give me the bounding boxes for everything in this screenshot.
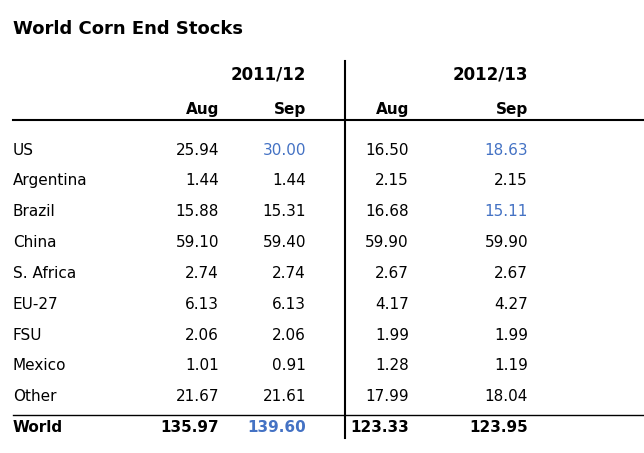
Text: 1.99: 1.99: [375, 328, 409, 342]
Text: 2.15: 2.15: [495, 173, 528, 188]
Text: 2.06: 2.06: [272, 328, 306, 342]
Text: 16.50: 16.50: [365, 143, 409, 158]
Text: 17.99: 17.99: [365, 389, 409, 404]
Text: 2.74: 2.74: [185, 266, 219, 281]
Text: 21.61: 21.61: [262, 389, 306, 404]
Text: 2.74: 2.74: [272, 266, 306, 281]
Text: 25.94: 25.94: [175, 143, 219, 158]
Text: 4.27: 4.27: [495, 297, 528, 312]
Text: 1.19: 1.19: [494, 358, 528, 373]
Text: 2012/13: 2012/13: [453, 66, 528, 84]
Text: Other: Other: [13, 389, 57, 404]
Text: 15.88: 15.88: [176, 204, 219, 219]
Text: Mexico: Mexico: [13, 358, 66, 373]
Text: 59.10: 59.10: [175, 235, 219, 250]
Text: 15.31: 15.31: [262, 204, 306, 219]
Text: 1.44: 1.44: [185, 173, 219, 188]
Text: 15.11: 15.11: [485, 204, 528, 219]
Text: 59.40: 59.40: [262, 235, 306, 250]
Text: 18.04: 18.04: [485, 389, 528, 404]
Text: 1.28: 1.28: [375, 358, 409, 373]
Text: Argentina: Argentina: [13, 173, 88, 188]
Text: 59.90: 59.90: [365, 235, 409, 250]
Text: 2.67: 2.67: [494, 266, 528, 281]
Text: China: China: [13, 235, 57, 250]
Text: Sep: Sep: [274, 102, 306, 117]
Text: 135.97: 135.97: [160, 420, 219, 435]
Text: 123.95: 123.95: [469, 420, 528, 435]
Text: 21.67: 21.67: [175, 389, 219, 404]
Text: World: World: [13, 420, 63, 435]
Text: US: US: [13, 143, 34, 158]
Text: 2.15: 2.15: [375, 173, 409, 188]
Text: 2.06: 2.06: [185, 328, 219, 342]
Text: S. Africa: S. Africa: [13, 266, 76, 281]
Text: Aug: Aug: [375, 102, 409, 117]
Text: EU-27: EU-27: [13, 297, 59, 312]
Text: 123.33: 123.33: [350, 420, 409, 435]
Text: 1.01: 1.01: [185, 358, 219, 373]
Text: FSU: FSU: [13, 328, 43, 342]
Text: Aug: Aug: [185, 102, 219, 117]
Text: 2011/12: 2011/12: [231, 66, 306, 84]
Text: 1.99: 1.99: [494, 328, 528, 342]
Text: 6.13: 6.13: [272, 297, 306, 312]
Text: 6.13: 6.13: [185, 297, 219, 312]
Text: 139.60: 139.60: [247, 420, 306, 435]
Text: Brazil: Brazil: [13, 204, 55, 219]
Text: 0.91: 0.91: [272, 358, 306, 373]
Text: 18.63: 18.63: [484, 143, 528, 158]
Text: 30.00: 30.00: [262, 143, 306, 158]
Text: 1.44: 1.44: [272, 173, 306, 188]
Text: 2.67: 2.67: [375, 266, 409, 281]
Text: Sep: Sep: [496, 102, 528, 117]
Text: 59.90: 59.90: [484, 235, 528, 250]
Text: 4.17: 4.17: [375, 297, 409, 312]
Text: World Corn End Stocks: World Corn End Stocks: [13, 20, 243, 39]
Text: 16.68: 16.68: [365, 204, 409, 219]
